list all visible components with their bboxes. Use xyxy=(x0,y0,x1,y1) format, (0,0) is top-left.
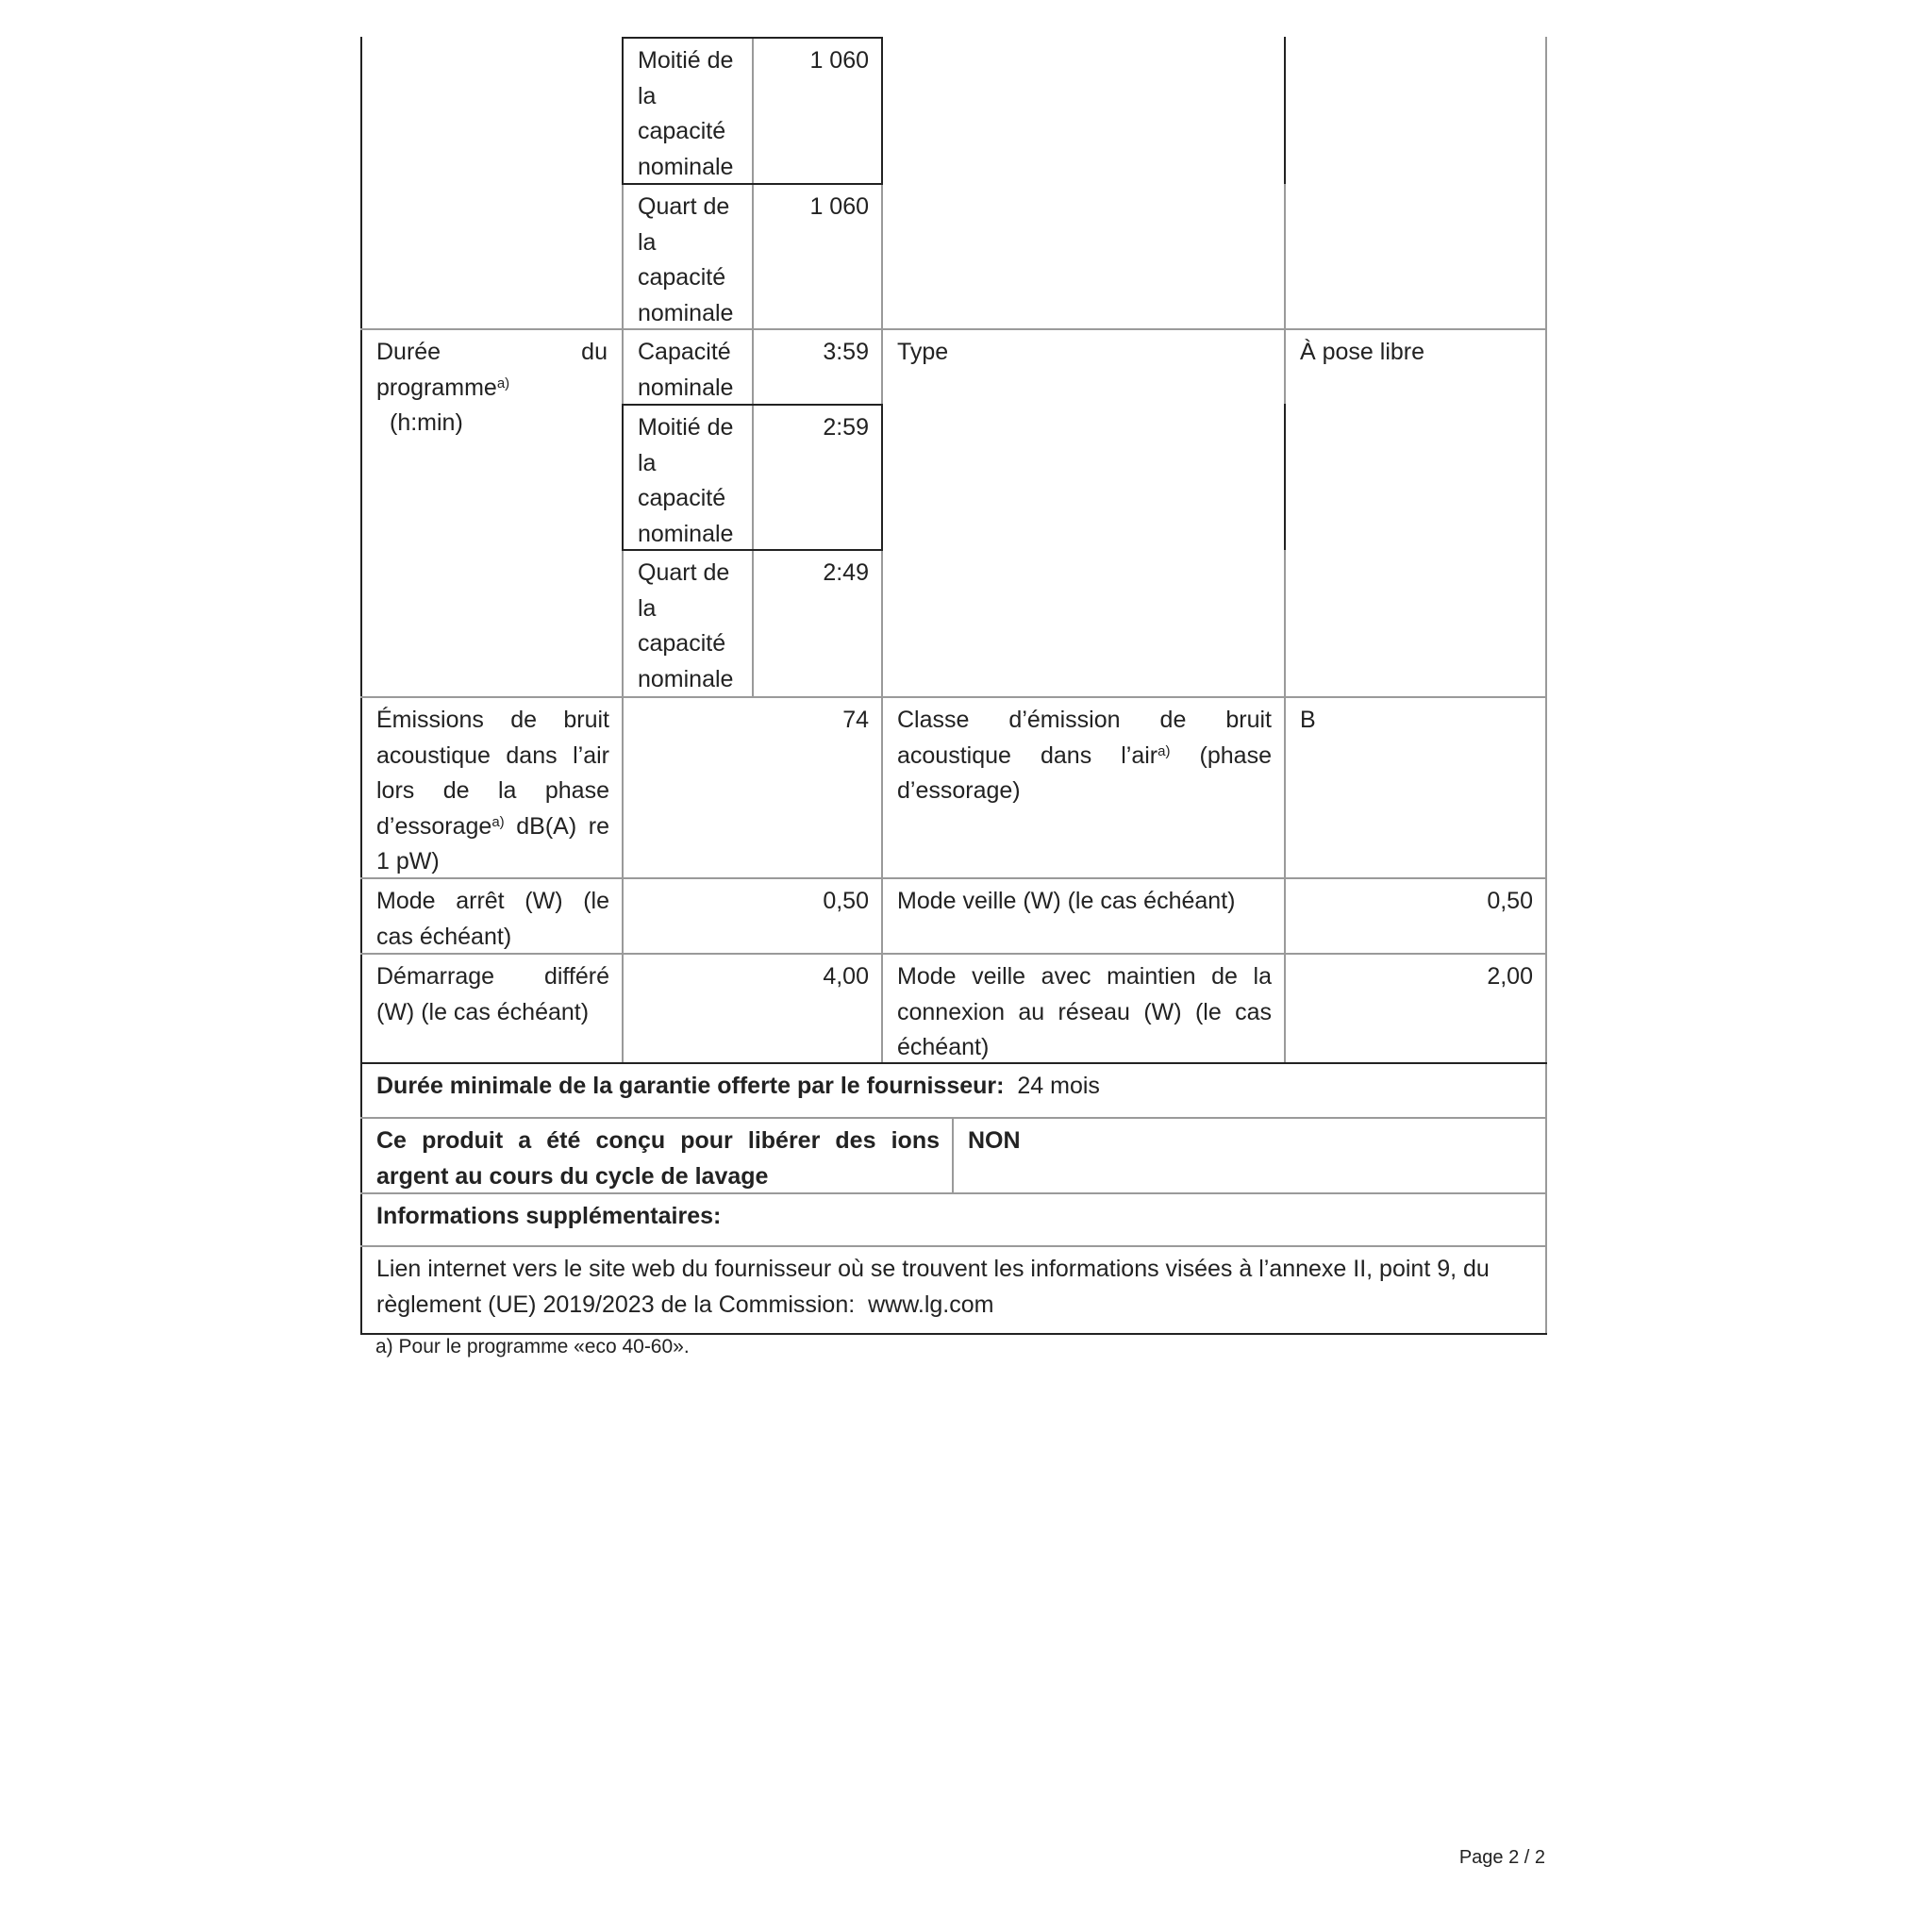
row-label: Émissions de bruit acoustique dans l’air… xyxy=(376,707,609,874)
sub-label: Moitié de la capacité nominale xyxy=(638,47,734,180)
row-label-2: Classe d’émission de bruit acoustique da… xyxy=(897,707,1272,804)
value: 1 060 xyxy=(809,47,869,74)
sub-label: Capacité nominale xyxy=(638,339,734,401)
sub-label: Quart de la capacité nominale xyxy=(638,193,734,326)
sub-label: Quart de la capacité nominale xyxy=(638,559,734,692)
page-number: Page 2 / 2 xyxy=(1458,1847,1545,1868)
row-label: Mode arrêt (W) (le cas échéant) xyxy=(376,888,609,950)
value: 2:59 xyxy=(823,414,869,441)
warranty-row: Durée minimale de la garantie offerte pa… xyxy=(376,1073,1100,1099)
row-label: Démarrage différé (W) (le cas échéant) xyxy=(376,963,609,1025)
value: 74 xyxy=(842,707,869,733)
value-2: 2,00 xyxy=(1487,963,1533,990)
supplier-link-text: Lien internet vers le site web du fourni… xyxy=(376,1256,1490,1318)
row-label-2: Mode veille avec maintien de la connexio… xyxy=(897,963,1272,1060)
extra-info-label: Informations supplémentaires: xyxy=(376,1203,722,1229)
footnote: a) Pour le programme «eco 40-60». xyxy=(375,1336,690,1357)
value-2: À pose libre xyxy=(1300,339,1425,365)
value-2: B xyxy=(1300,707,1316,733)
value: 3:59 xyxy=(823,339,869,365)
row-label-2: Type xyxy=(897,339,949,365)
supplier-link[interactable]: www.lg.com xyxy=(868,1291,994,1318)
sub-label: Moitié de la capacité nominale xyxy=(638,414,734,547)
value: 4,00 xyxy=(823,963,869,990)
value: 0,50 xyxy=(823,888,869,914)
row-label: Durée du programmea) (h:min) xyxy=(376,339,608,436)
value: 2:49 xyxy=(823,559,869,586)
value: 1 060 xyxy=(809,193,869,220)
silver-ions-value: NON xyxy=(968,1127,1021,1154)
silver-ions-label: Ce produit a été conçu pour libérer des … xyxy=(376,1127,940,1190)
row-label-2: Mode veille (W) (le cas échéant) xyxy=(897,888,1236,914)
value-2: 0,50 xyxy=(1487,888,1533,914)
